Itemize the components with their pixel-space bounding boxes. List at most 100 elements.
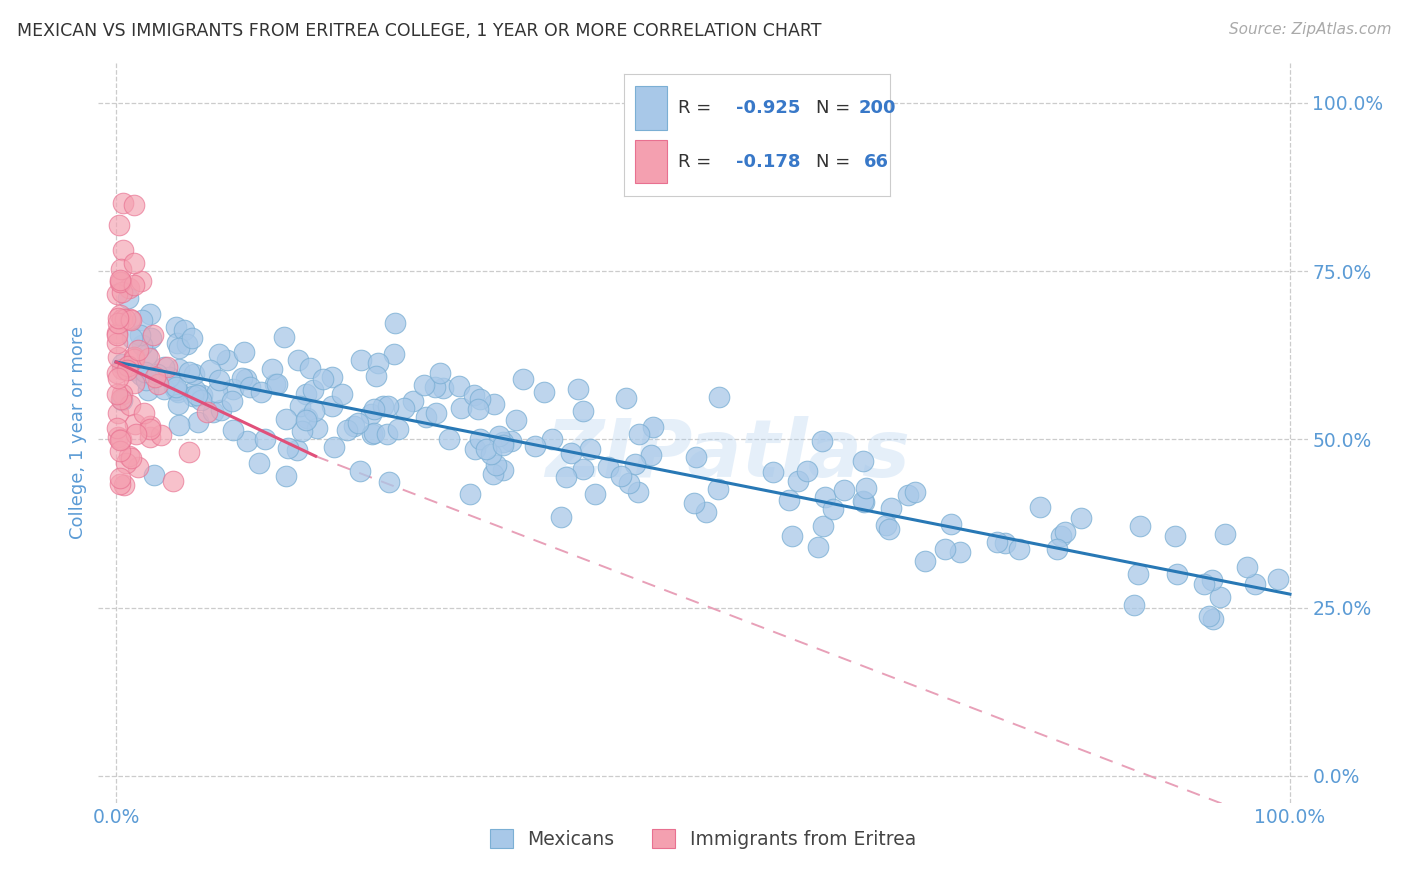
Point xyxy=(709,390,731,404)
Point xyxy=(112,244,135,258)
Point xyxy=(1198,608,1220,623)
Point xyxy=(173,323,195,337)
Point xyxy=(136,384,159,398)
Point xyxy=(323,440,346,454)
Point xyxy=(288,400,311,414)
Point xyxy=(209,402,232,417)
Point xyxy=(105,387,128,401)
Point xyxy=(121,362,143,376)
Point xyxy=(108,308,131,322)
Point xyxy=(195,405,218,419)
Point xyxy=(392,401,415,416)
Point xyxy=(222,423,245,437)
Point xyxy=(413,378,436,392)
Point xyxy=(111,357,134,371)
Point xyxy=(475,442,498,456)
Point xyxy=(1049,529,1071,543)
Point xyxy=(343,418,366,433)
Point xyxy=(117,291,139,305)
Point xyxy=(179,365,201,379)
Point xyxy=(273,330,295,344)
Point xyxy=(1163,529,1185,543)
Point xyxy=(167,385,190,400)
Point xyxy=(118,398,141,412)
Point xyxy=(233,344,256,359)
Point xyxy=(377,399,399,413)
Point xyxy=(217,352,239,367)
Point xyxy=(986,534,1008,549)
Point xyxy=(110,361,132,376)
Point xyxy=(139,422,162,436)
Point xyxy=(425,406,447,420)
Point xyxy=(131,312,153,326)
Point xyxy=(387,422,409,436)
Point xyxy=(485,458,508,472)
Point xyxy=(112,477,135,491)
Point xyxy=(330,387,353,401)
Point xyxy=(110,272,132,286)
Point xyxy=(187,415,209,429)
Point xyxy=(108,444,131,458)
Point xyxy=(467,401,489,416)
Point xyxy=(111,285,134,300)
Point xyxy=(583,487,606,501)
Point xyxy=(167,417,190,432)
Point xyxy=(778,492,800,507)
Point xyxy=(163,379,186,393)
Point xyxy=(107,218,129,232)
Point xyxy=(111,196,134,211)
Point xyxy=(108,476,131,491)
Point xyxy=(162,474,184,488)
Point xyxy=(499,434,522,449)
Point xyxy=(107,430,129,444)
Point xyxy=(121,331,143,345)
Point xyxy=(1201,573,1223,587)
Point xyxy=(231,371,253,385)
Point xyxy=(321,369,343,384)
Point xyxy=(295,410,318,425)
Point xyxy=(415,409,437,424)
Point xyxy=(118,281,141,295)
Point xyxy=(124,417,146,431)
Text: Source: ZipAtlas.com: Source: ZipAtlas.com xyxy=(1229,22,1392,37)
Point xyxy=(122,352,145,367)
Point xyxy=(361,426,384,441)
Point xyxy=(166,397,188,411)
Point xyxy=(138,351,160,366)
Point xyxy=(122,376,145,390)
Point xyxy=(183,367,205,381)
Point xyxy=(117,359,139,373)
Point xyxy=(488,429,510,443)
Point xyxy=(131,368,153,382)
Point xyxy=(111,393,134,408)
Point xyxy=(146,367,169,381)
Point xyxy=(128,328,150,343)
Point xyxy=(110,275,132,289)
Point xyxy=(266,377,288,392)
Point xyxy=(464,442,486,456)
Point xyxy=(875,518,897,533)
Point xyxy=(627,484,650,499)
Point xyxy=(1209,590,1232,604)
Point xyxy=(614,391,637,405)
Point xyxy=(165,380,187,394)
Text: ZIPatlas: ZIPatlas xyxy=(544,416,910,494)
Point xyxy=(832,483,855,497)
Point xyxy=(274,469,297,483)
Point xyxy=(122,278,145,293)
Point xyxy=(262,362,284,376)
Point xyxy=(152,360,174,375)
Point xyxy=(479,447,502,461)
Point xyxy=(165,320,187,334)
Point xyxy=(1053,524,1076,539)
Point xyxy=(198,363,221,377)
Point xyxy=(165,384,187,398)
Point xyxy=(134,406,156,420)
Point xyxy=(482,397,505,411)
Point xyxy=(120,313,142,327)
Point xyxy=(1123,598,1146,612)
Point xyxy=(347,416,370,430)
Point xyxy=(166,335,188,350)
Point xyxy=(811,434,834,449)
Point xyxy=(463,387,485,401)
